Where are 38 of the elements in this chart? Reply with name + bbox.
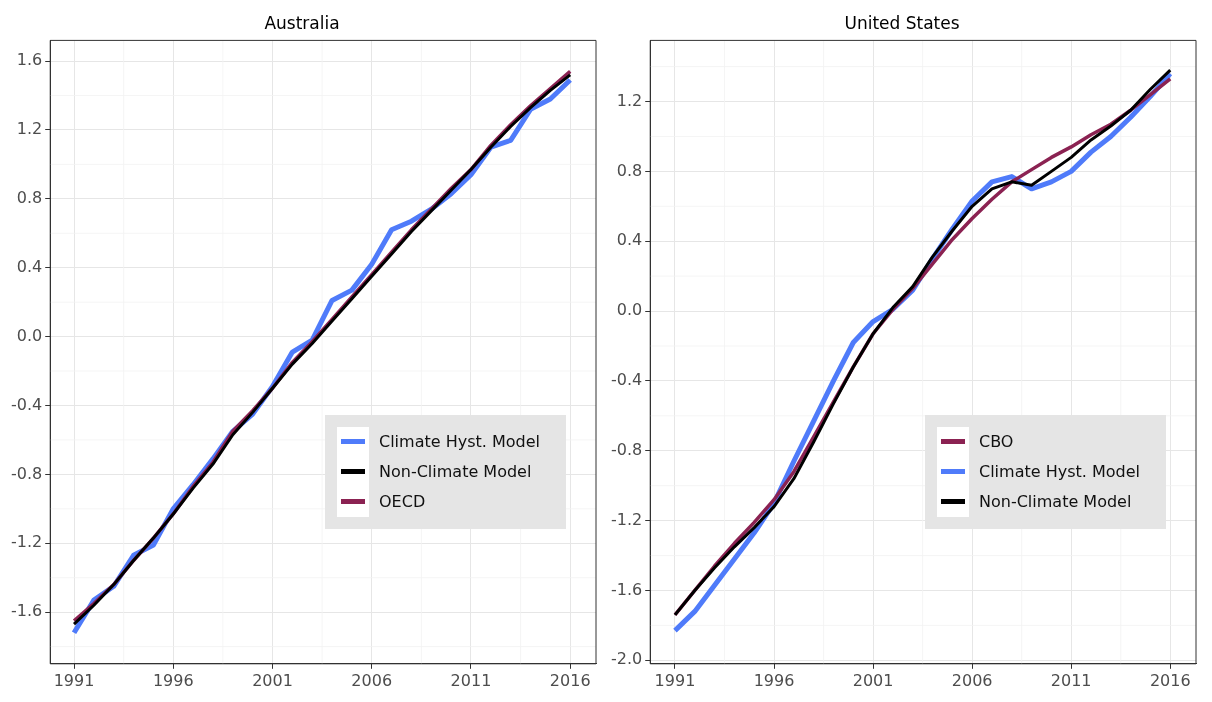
x-tick-label: 2011 [1050,670,1092,690]
y-tick-label: -0.4 [611,370,643,390]
y-tick-label: -1.2 [611,509,643,529]
x-tick-label: 2016 [1149,670,1191,690]
x-tick-label: 2001 [852,670,894,690]
y-tick-label: -1.2 [11,532,43,552]
y-tick-label: -0.8 [611,439,643,459]
y-tick-label: 0.0 [616,300,643,320]
x-tick-label: 1991 [654,670,696,690]
y-tick-label: -2.0 [611,649,643,669]
legend-label: Non-Climate Model [979,492,1132,512]
legend-label: Climate Hyst. Model [979,462,1140,482]
x-tick-label: 2001 [252,670,293,690]
legend-label: Non-Climate Model [379,462,532,482]
y-tick-label: 0.8 [16,187,43,207]
x-tick-label: 1996 [753,670,795,690]
y-tick-label: 1.6 [16,50,43,70]
legend-label: Climate Hyst. Model [379,432,540,452]
y-tick-label: 1.2 [616,90,643,110]
y-tick-label: -1.6 [11,601,43,621]
y-tick-label: -1.6 [611,579,643,599]
x-tick-label: 2006 [351,670,393,690]
y-tick-label: -0.4 [11,394,43,414]
x-tick-label: 2011 [450,670,492,690]
y-tick-label: 0.0 [16,325,43,345]
legend-label: CBO [979,432,1014,452]
y-tick-label: 0.4 [16,256,43,276]
y-tick-label: -0.8 [11,463,43,483]
chart-title: United States [844,12,960,33]
chart-title: Australia [264,12,340,33]
y-tick-label: 0.4 [616,230,643,250]
x-tick-label: 2006 [951,670,993,690]
legend-label: OECD [379,492,426,512]
x-tick-label: 2016 [549,670,591,690]
y-tick-label: 1.2 [16,119,43,139]
x-tick-label: 1996 [152,670,194,690]
x-tick-label: 1991 [53,670,95,690]
y-tick-label: 0.8 [616,160,643,180]
